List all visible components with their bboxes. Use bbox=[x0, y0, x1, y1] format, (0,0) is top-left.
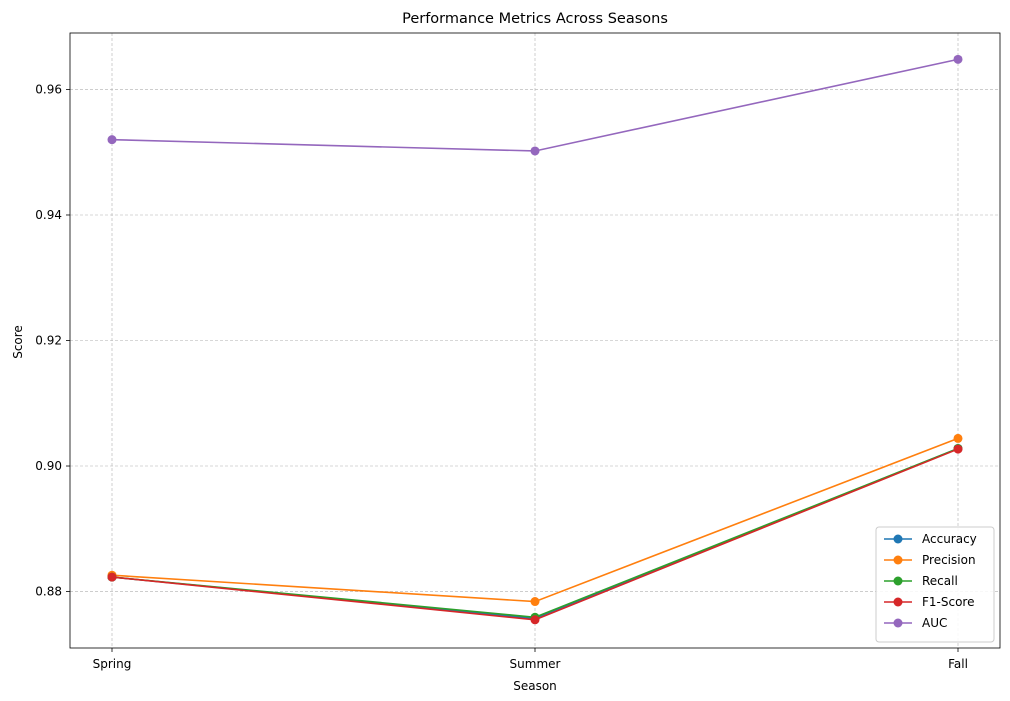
series-layer bbox=[107, 54, 963, 625]
legend-label: Recall bbox=[922, 574, 958, 588]
axes: Spring Summer Fall 0.88 0.90 0.92 0.94 0.96 bbox=[35, 82, 968, 671]
legend-label: F1-Score bbox=[922, 595, 974, 609]
data-point bbox=[953, 433, 963, 443]
data-point bbox=[107, 572, 117, 582]
data-point bbox=[530, 597, 540, 607]
legend: Accuracy Precision Recall F1-Score AUC bbox=[875, 526, 995, 643]
x-tick-label: Fall bbox=[948, 657, 968, 671]
legend-label: AUC bbox=[922, 616, 947, 630]
y-tick-label: 0.88 bbox=[35, 585, 62, 599]
grid bbox=[70, 33, 1000, 648]
data-point bbox=[530, 615, 540, 625]
data-point bbox=[953, 54, 963, 64]
data-point bbox=[107, 135, 117, 145]
y-tick-label: 0.90 bbox=[35, 459, 62, 473]
data-point bbox=[953, 444, 963, 454]
legend-marker bbox=[893, 555, 903, 565]
y-tick-label: 0.92 bbox=[35, 334, 62, 348]
legend-marker bbox=[893, 597, 903, 607]
legend-label: Precision bbox=[922, 553, 976, 567]
x-tick-label: Spring bbox=[93, 657, 132, 671]
chart-title: Performance Metrics Across Seasons bbox=[402, 11, 668, 27]
series-f1-score bbox=[107, 444, 963, 625]
y-tick-label: 0.94 bbox=[35, 208, 62, 222]
data-point bbox=[530, 146, 540, 156]
y-axis-title: Score bbox=[11, 325, 25, 359]
x-tick-label: Summer bbox=[510, 657, 561, 671]
legend-label: Accuracy bbox=[922, 532, 977, 546]
legend-marker bbox=[893, 618, 903, 628]
legend-marker bbox=[893, 576, 903, 586]
legend-box bbox=[875, 526, 995, 643]
x-axis-title: Season bbox=[513, 679, 557, 693]
y-tick-label: 0.96 bbox=[35, 82, 62, 96]
legend-marker bbox=[893, 534, 903, 544]
series-auc bbox=[107, 54, 963, 156]
